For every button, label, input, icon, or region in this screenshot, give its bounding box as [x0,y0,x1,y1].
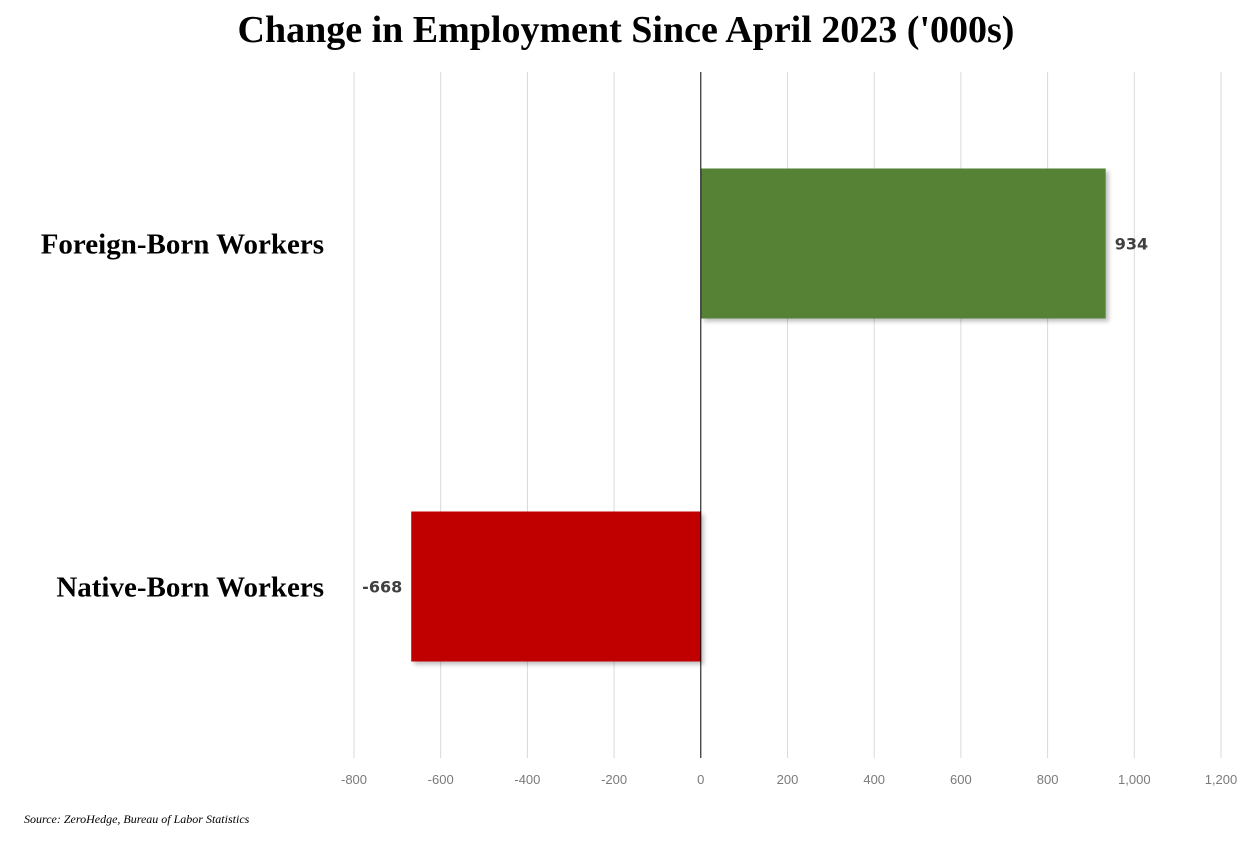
x-tick-label: 600 [950,772,972,787]
x-tick-label: 0 [697,772,704,787]
x-tick-label: 400 [863,772,885,787]
category-label: Foreign-Born Workers [41,229,324,261]
x-tick-label: 1,200 [1205,772,1238,787]
x-tick-label: 200 [777,772,799,787]
data-label: -668 [362,578,402,597]
x-tick-label: -800 [341,772,367,787]
data-label: 934 [1115,235,1148,254]
category-label: Native-Born Workers [56,572,324,604]
source-note: Source: ZeroHedge, Bureau of Labor Stati… [24,812,250,826]
x-tick-label: 800 [1037,772,1059,787]
x-tick-label: -400 [514,772,540,787]
x-tick-label: 1,000 [1118,772,1151,787]
bar [411,511,701,662]
x-tick-label: -600 [428,772,454,787]
bar [700,168,1106,319]
x-tick-label: -200 [601,772,627,787]
chart-title: Change in Employment Since April 2023 ('… [237,9,1015,51]
